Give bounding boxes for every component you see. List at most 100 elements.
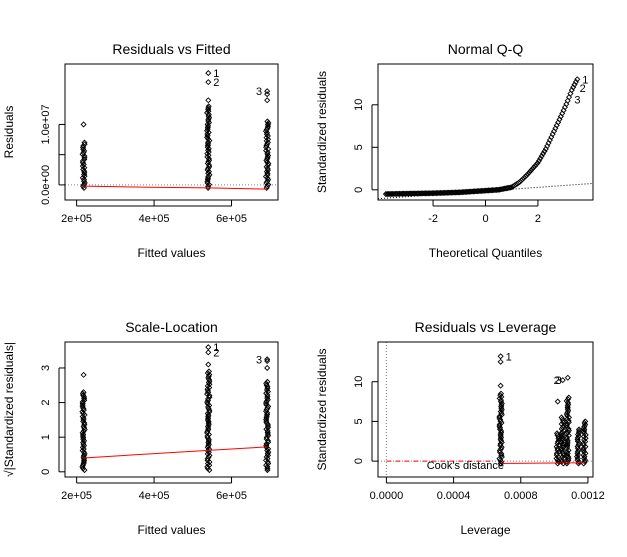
data-point (558, 447, 565, 454)
data-point (564, 439, 571, 446)
x-axis-label: Fitted values (137, 523, 205, 537)
data-point (80, 454, 87, 461)
data-point (553, 452, 560, 459)
data-point (574, 436, 581, 443)
data-point (563, 435, 570, 442)
data-point (205, 122, 212, 129)
data-point (204, 455, 211, 462)
data-point (80, 423, 87, 430)
data-point (205, 145, 212, 152)
plot-area (378, 342, 593, 477)
y-tick-label: 0.0e+00 (40, 165, 52, 205)
data-point (265, 460, 272, 467)
data-point (563, 101, 570, 108)
data-point (204, 444, 211, 451)
chart-title: Residuals vs Fitted (112, 41, 230, 57)
data-point (205, 373, 212, 380)
plot-frame (64, 341, 279, 478)
data-point (581, 453, 588, 460)
data-point (572, 78, 579, 85)
outlier-point (264, 88, 271, 95)
data-point (264, 149, 271, 156)
data-point (265, 120, 272, 127)
data-point (264, 447, 271, 454)
data-point (205, 368, 213, 375)
x-axis-label: Theoretical Quantiles (429, 246, 542, 260)
data-point (264, 391, 271, 398)
x-tick-label: -2 (428, 213, 438, 225)
x-tick-label: 6e+05 (216, 213, 247, 225)
x-tick-label: 4e+05 (139, 213, 170, 225)
data-point (265, 176, 272, 183)
x-tick-label: 0.0008 (504, 490, 538, 502)
data-point (262, 400, 270, 407)
data-point (558, 414, 565, 421)
data-point (507, 184, 514, 191)
y-tick-label: 0 (40, 469, 52, 475)
data-point (563, 422, 570, 429)
outlier-point (205, 344, 212, 351)
panel-4: Residuals vs Leverage Leverage Standardize… (315, 319, 605, 537)
data-point (264, 463, 271, 470)
chart-title: Residuals vs Leverage (415, 319, 557, 335)
data-point (498, 403, 505, 410)
outlier-point (205, 70, 212, 77)
y-tick-label: 5 (353, 418, 365, 424)
data-point (264, 378, 271, 385)
data-point (580, 446, 587, 454)
point-label: 1 (582, 74, 588, 86)
data-point (496, 449, 503, 456)
data-point (263, 416, 270, 423)
data-point (80, 415, 87, 422)
data-point (497, 457, 504, 464)
x-axis-label: Leverage (460, 523, 510, 537)
smooth-line (83, 185, 268, 190)
data-point (80, 442, 88, 449)
x-tick-label: 2 (535, 213, 541, 225)
data-point (576, 426, 583, 433)
data-point (565, 394, 572, 401)
x-tick-label: 4e+05 (139, 490, 170, 502)
data-point (561, 104, 569, 111)
data-point (545, 140, 552, 147)
outlier-point (264, 356, 271, 363)
data-point (206, 162, 213, 169)
data-point (80, 144, 87, 151)
data-point (571, 81, 578, 88)
data-point (204, 399, 211, 406)
data-point (560, 107, 567, 114)
data-point (263, 406, 270, 413)
outlier-point (80, 371, 87, 378)
data-point (80, 441, 87, 448)
data-point (262, 128, 269, 135)
data-point (204, 428, 211, 435)
x-tick-label: 0.0004 (437, 490, 471, 502)
point-label: 1 (213, 342, 219, 354)
data-point (79, 390, 86, 397)
data-point (549, 131, 556, 138)
data-point (264, 155, 271, 162)
data-point (574, 450, 581, 457)
data-point (582, 418, 589, 425)
data-point (544, 142, 551, 150)
plot-frame (377, 63, 594, 201)
plot-frame (64, 63, 279, 201)
smooth-line (500, 462, 585, 464)
y-tick-label: 0 (353, 458, 365, 464)
data-point (496, 414, 503, 422)
data-point (263, 180, 270, 187)
data-point (81, 411, 88, 418)
data-point (80, 410, 87, 417)
data-point (497, 392, 504, 399)
outlier-point (205, 97, 212, 104)
point-label: 3 (256, 86, 262, 98)
plot-frame (377, 341, 594, 478)
data-point (263, 435, 270, 443)
data-point (567, 90, 574, 97)
data-point (563, 460, 570, 467)
data-point (79, 462, 87, 469)
x-tick-label: 0.0012 (571, 490, 605, 502)
data-point (552, 125, 559, 132)
point-label: 3 (556, 375, 562, 387)
y-tick-label: 2 (40, 400, 52, 406)
